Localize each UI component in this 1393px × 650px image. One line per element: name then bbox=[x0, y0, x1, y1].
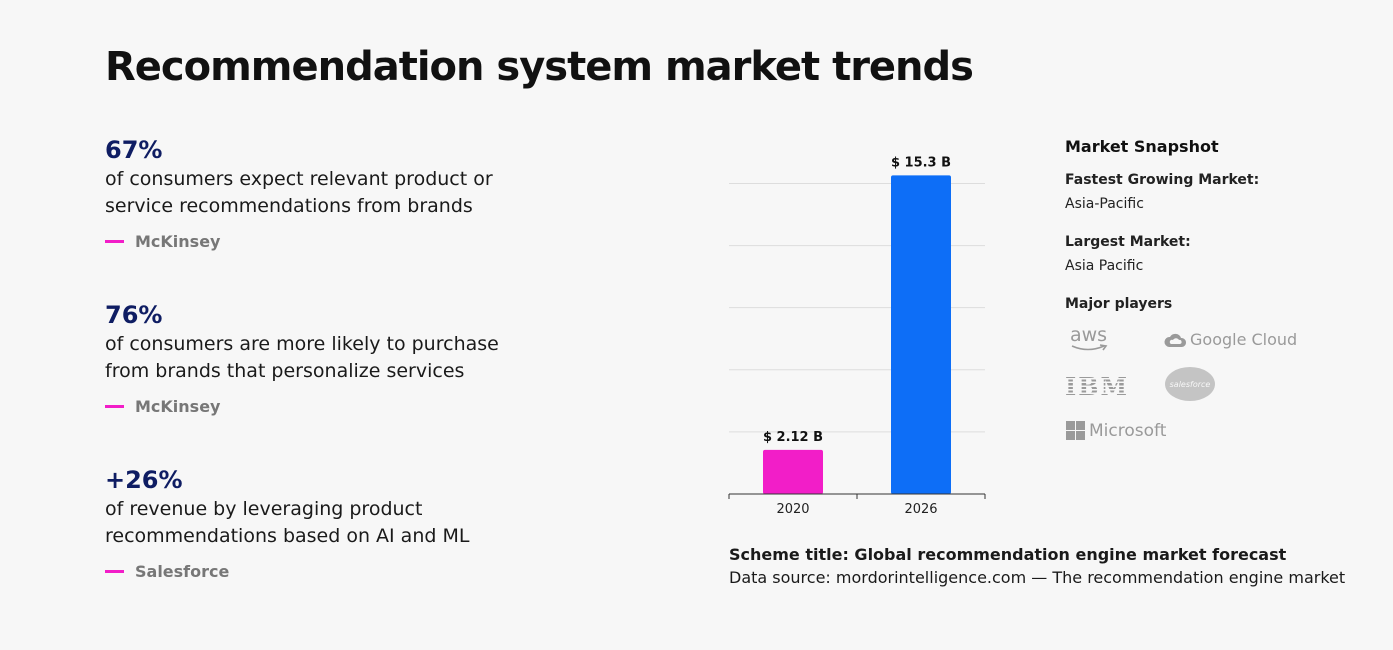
stat-value: 76% bbox=[105, 301, 163, 329]
aws-logo-text: aws bbox=[1070, 324, 1108, 346]
stat-source-label: McKinsey bbox=[135, 397, 221, 416]
stat-block: 67% of consumers expect relevant product… bbox=[105, 136, 625, 251]
cloud-icon bbox=[1164, 333, 1187, 347]
x-tick-label: 2020 bbox=[776, 502, 809, 517]
stat-source-label: McKinsey bbox=[135, 232, 221, 251]
windows-icon bbox=[1066, 421, 1085, 440]
snapshot-heading: Market Snapshot bbox=[1065, 137, 1219, 156]
stat-description: of consumers expect relevant product or … bbox=[105, 168, 493, 217]
fastest-market-label: Fastest Growing Market: bbox=[1065, 172, 1260, 188]
caption-title: Scheme title: Global recommendation engi… bbox=[729, 545, 1287, 564]
salesforce-logo-text: salesforce bbox=[1169, 379, 1211, 389]
fastest-market-value: Asia-Pacific bbox=[1065, 196, 1144, 212]
stat-source: McKinsey bbox=[105, 232, 625, 251]
largest-market-label: Largest Market: bbox=[1065, 234, 1191, 250]
source-dash bbox=[105, 240, 124, 243]
chart-caption: Scheme title: Global recommendation engi… bbox=[729, 545, 1345, 587]
source-dash bbox=[105, 570, 124, 573]
largest-market-value: Asia Pacific bbox=[1065, 258, 1144, 274]
stat-source: Salesforce bbox=[105, 562, 625, 581]
stat-source-label: Salesforce bbox=[135, 562, 230, 581]
salesforce-logo: salesforce bbox=[1165, 367, 1215, 401]
microsoft-logo: Microsoft bbox=[1065, 420, 1166, 442]
caption-source: Data source: mordorintelligence.com — Th… bbox=[729, 568, 1346, 587]
source-dash bbox=[105, 405, 124, 408]
market-snapshot: Market Snapshot Fastest Growing Market: … bbox=[1065, 137, 1365, 460]
ibm-logo: IBM bbox=[1065, 372, 1129, 401]
major-players-label: Major players bbox=[1065, 296, 1173, 312]
aws-smile-icon bbox=[1071, 344, 1108, 351]
stat-description: of revenue by leveraging product recomme… bbox=[105, 498, 470, 547]
stat-source: McKinsey bbox=[105, 397, 625, 416]
x-tick-label: 2026 bbox=[904, 502, 937, 517]
bar bbox=[891, 175, 951, 494]
google-cloud-logo: Google Cloud bbox=[1163, 330, 1297, 349]
page-title: Recommendation system market trends bbox=[105, 44, 974, 90]
player-logos: aws Google Cloud IBM salesforce Microsof… bbox=[1065, 320, 1365, 460]
bar bbox=[763, 449, 823, 494]
stat-value: 67% bbox=[105, 136, 163, 164]
microsoft-logo-text: Microsoft bbox=[1089, 421, 1167, 441]
google-cloud-logo-text: Google Cloud bbox=[1190, 330, 1298, 349]
data-label: $ 15.3 B bbox=[891, 155, 951, 170]
stat-description: of consumers are more likely to purchase… bbox=[105, 333, 499, 382]
bar-chart: $ 2.12 B 2020 $ 15.3 B 2026 bbox=[728, 155, 986, 517]
stat-block: 76% of consumers are more likely to purc… bbox=[105, 301, 625, 416]
stat-value: +26% bbox=[105, 466, 183, 494]
data-label: $ 2.12 B bbox=[763, 430, 823, 445]
aws-logo: aws bbox=[1070, 326, 1110, 352]
ibm-logo-text: IBM bbox=[1065, 372, 1130, 401]
stat-block: +26% of revenue by leveraging product re… bbox=[105, 466, 625, 581]
